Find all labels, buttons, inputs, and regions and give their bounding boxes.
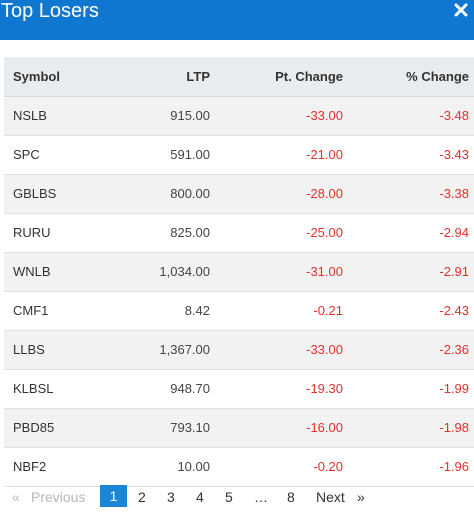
modal-header: Top Losers: [0, 0, 474, 40]
cell-pct-change: -2.94: [343, 213, 474, 253]
pagination-ellipsis: …: [254, 489, 268, 505]
page-link-4[interactable]: 4: [196, 489, 204, 505]
modal-title: Top Losers: [1, 0, 99, 22]
page-link-1[interactable]: 1: [100, 485, 127, 507]
next-arrow-icon[interactable]: »: [357, 489, 365, 505]
cell-pt-change: -28.00: [210, 174, 343, 214]
cell-pt-change: -33.00: [210, 96, 343, 136]
cell-pct-change: -2.36: [343, 330, 474, 370]
page-link-5[interactable]: 5: [225, 489, 233, 505]
cell-pt-change: -0.21: [210, 291, 343, 331]
cell-pct-change: -1.98: [343, 408, 474, 448]
cell-symbol: PBD85: [4, 408, 118, 448]
cell-symbol: KLBSL: [4, 369, 118, 409]
pagination: « Previous 1 2 3 4 5 … 8 Next »: [0, 485, 474, 509]
cell-ltp: 825.00: [118, 213, 210, 253]
table-row[interactable]: SPC 591.00 -21.00 -3.43: [4, 135, 474, 175]
cell-pt-change: -16.00: [210, 408, 343, 448]
cell-ltp: 10.00: [118, 447, 210, 487]
previous-arrow-icon[interactable]: «: [12, 489, 20, 505]
page-link-3[interactable]: 3: [167, 489, 175, 505]
table-row[interactable]: KLBSL 948.70 -19.30 -1.99: [4, 369, 474, 409]
cell-symbol: CMF1: [4, 291, 118, 331]
cell-pt-change: -19.30: [210, 369, 343, 409]
cell-pct-change: -3.48: [343, 96, 474, 136]
table-row[interactable]: CMF1 8.42 -0.21 -2.43: [4, 291, 474, 331]
cell-pct-change: -3.38: [343, 174, 474, 214]
table-row[interactable]: WNLB 1,034.00 -31.00 -2.91: [4, 252, 474, 292]
cell-pct-change: -2.91: [343, 252, 474, 292]
cell-symbol: SPC: [4, 135, 118, 175]
cell-ltp: 1,034.00: [118, 252, 210, 292]
cell-pt-change: -31.00: [210, 252, 343, 292]
cell-symbol: GBLBS: [4, 174, 118, 214]
cell-pt-change: -25.00: [210, 213, 343, 253]
close-icon[interactable]: [454, 2, 468, 18]
cell-ltp: 591.00: [118, 135, 210, 175]
previous-page-link[interactable]: Previous: [31, 489, 86, 505]
column-header-pct-change[interactable]: % Change: [343, 57, 474, 97]
losers-table-container: Symbol LTP Pt. Change % Change NSLB 915.…: [4, 57, 474, 487]
cell-ltp: 1,367.00: [118, 330, 210, 370]
cell-pct-change: -2.43: [343, 291, 474, 331]
column-header-symbol[interactable]: Symbol: [4, 57, 118, 97]
column-header-ltp[interactable]: LTP: [118, 57, 210, 97]
table-header-row: Symbol LTP Pt. Change % Change: [4, 57, 474, 97]
cell-ltp: 948.70: [118, 369, 210, 409]
cell-symbol: RURU: [4, 213, 118, 253]
page-link-2[interactable]: 2: [138, 489, 146, 505]
table-row[interactable]: GBLBS 800.00 -28.00 -3.38: [4, 174, 474, 214]
cell-ltp: 915.00: [118, 96, 210, 136]
table-row[interactable]: LLBS 1,367.00 -33.00 -2.36: [4, 330, 474, 370]
cell-ltp: 793.10: [118, 408, 210, 448]
page-link-8[interactable]: 8: [287, 489, 295, 505]
cell-pt-change: -0.20: [210, 447, 343, 487]
cell-ltp: 8.42: [118, 291, 210, 331]
cell-symbol: LLBS: [4, 330, 118, 370]
cell-symbol: NSLB: [4, 96, 118, 136]
next-page-link[interactable]: Next: [316, 489, 345, 505]
table-row[interactable]: NBF2 10.00 -0.20 -1.96: [4, 447, 474, 487]
cell-pct-change: -1.99: [343, 369, 474, 409]
column-header-pt-change[interactable]: Pt. Change: [210, 57, 343, 97]
cell-ltp: 800.00: [118, 174, 210, 214]
table-row[interactable]: NSLB 915.00 -33.00 -3.48: [4, 96, 474, 136]
table-row[interactable]: PBD85 793.10 -16.00 -1.98: [4, 408, 474, 448]
cell-pt-change: -21.00: [210, 135, 343, 175]
cell-pct-change: -3.43: [343, 135, 474, 175]
losers-table: Symbol LTP Pt. Change % Change NSLB 915.…: [4, 57, 474, 487]
cell-symbol: NBF2: [4, 447, 118, 487]
cell-pt-change: -33.00: [210, 330, 343, 370]
cell-symbol: WNLB: [4, 252, 118, 292]
table-row[interactable]: RURU 825.00 -25.00 -2.94: [4, 213, 474, 253]
cell-pct-change: -1.96: [343, 447, 474, 487]
